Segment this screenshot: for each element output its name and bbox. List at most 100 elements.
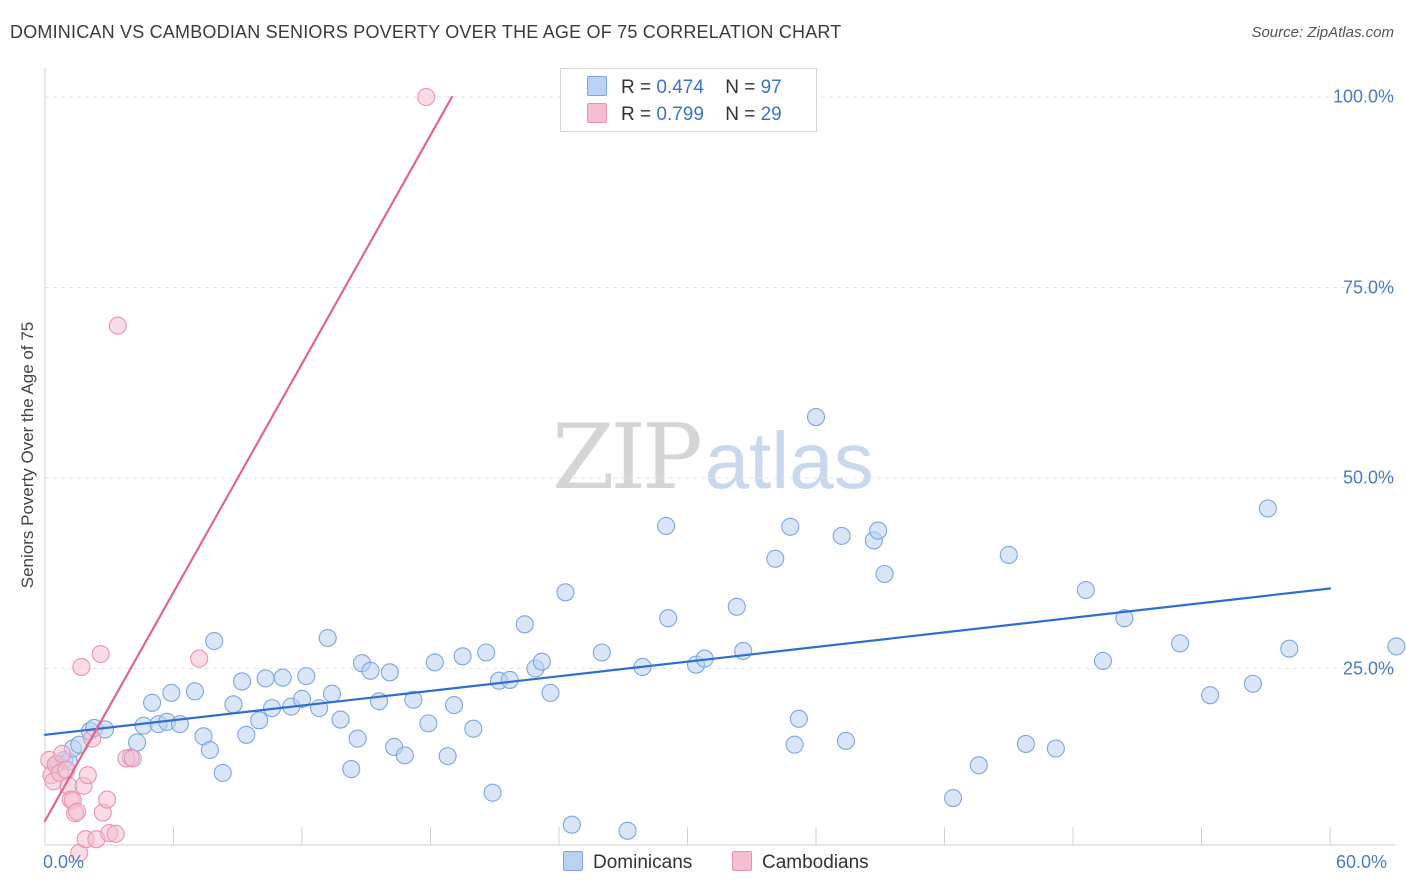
source-credit: Source: ZipAtlas.com <box>1251 24 1394 41</box>
legend-swatch-cambodians <box>587 102 607 123</box>
cambodian-point <box>106 824 125 843</box>
dominican-point <box>134 716 153 735</box>
legend-n-label: N = <box>725 104 756 125</box>
dominican-point <box>237 725 256 744</box>
trend-line-dominicans <box>43 587 1332 736</box>
dominican-point <box>1280 639 1299 658</box>
dominican-point <box>592 643 611 662</box>
legend-row-dominicans: R = 0.474 N = 97 <box>587 75 782 99</box>
dominican-point <box>657 516 676 536</box>
legend-n-label: N = <box>725 77 756 98</box>
dominican-point <box>806 407 826 427</box>
cambodian-point <box>57 760 76 779</box>
y-tick-label: 75.0% <box>1342 277 1394 297</box>
dominican-point <box>969 756 988 775</box>
dominican-point <box>562 815 581 834</box>
legend-r-value: 0.799 <box>656 104 704 125</box>
legend: R = 0.474 N = 97 R = 0.799 N = 29 <box>560 68 817 132</box>
y-tick-label: 100.0% <box>1332 86 1394 107</box>
cambodian-point <box>91 644 110 664</box>
dominican-point <box>464 719 483 738</box>
dominican-point <box>453 647 472 666</box>
dominican-point <box>766 549 785 568</box>
dominican-point <box>232 672 252 691</box>
dominican-point <box>273 668 292 687</box>
dominican-point <box>1201 686 1220 705</box>
cambodian-point <box>190 649 209 668</box>
dominican-point <box>727 597 746 616</box>
dominican-point <box>419 714 438 733</box>
dominican-point <box>297 667 316 686</box>
dominican-point <box>483 783 502 802</box>
cambodian-point <box>108 316 127 335</box>
bottom-legend-dominicans: Dominicans <box>563 850 693 874</box>
dominican-point <box>1016 734 1035 753</box>
axes <box>44 68 1395 846</box>
bottom-legend-cambodians: Cambodians <box>732 850 869 874</box>
dominican-point <box>999 545 1018 565</box>
cambodian-point <box>78 766 97 785</box>
bottom-legend-swatch-cambodians <box>732 850 752 871</box>
dominican-point <box>348 729 367 748</box>
cambodian-point <box>72 657 91 677</box>
dominican-point <box>128 733 147 752</box>
dominican-point <box>1243 674 1262 693</box>
dominican-point <box>477 643 496 662</box>
trend-lines <box>43 95 1332 823</box>
legend-swatch-dominicans <box>587 75 607 96</box>
dominican-point <box>781 517 800 536</box>
series-cambodians-points <box>40 87 436 862</box>
grid-lines <box>45 96 1395 669</box>
dominican-point <box>143 693 162 712</box>
dominican-point <box>185 682 204 701</box>
dominican-point <box>318 628 337 648</box>
dominican-point <box>200 740 219 760</box>
dominican-point <box>256 669 275 688</box>
dominican-point <box>1046 739 1065 758</box>
dominican-point <box>205 632 224 651</box>
dominican-point <box>292 689 312 709</box>
dominican-point <box>832 526 851 545</box>
dominican-point <box>944 788 963 808</box>
dominican-point <box>404 690 423 709</box>
cambodian-point <box>68 802 87 821</box>
dominican-point <box>438 747 457 766</box>
dominican-point <box>532 652 551 671</box>
dominican-point <box>322 684 342 703</box>
dominican-point <box>342 760 361 779</box>
legend-n-value: 29 <box>760 104 782 125</box>
bottom-legend-label-dominicans: Dominicans <box>593 852 693 873</box>
dominican-point <box>250 711 269 730</box>
dominican-point <box>213 763 232 782</box>
legend-n-value: 97 <box>760 77 782 98</box>
dominican-point <box>1076 580 1095 600</box>
dominican-point <box>1171 634 1190 653</box>
trend-line-cambodians <box>43 95 454 823</box>
dominican-point <box>869 521 888 540</box>
dominican-point <box>380 663 399 682</box>
cambodian-point <box>417 87 436 107</box>
dominican-point <box>445 696 464 715</box>
dominican-point <box>659 609 678 628</box>
legend-r-value: 0.474 <box>656 77 704 98</box>
dominican-point <box>789 709 808 728</box>
dominican-point <box>785 735 804 754</box>
dominican-point <box>162 683 181 702</box>
legend-row-cambodians: R = 0.799 N = 29 <box>587 102 782 126</box>
dominican-point <box>1387 637 1406 656</box>
dominican-point <box>618 821 637 840</box>
chart-title: DOMINICAN VS CAMBODIAN SENIORS POVERTY O… <box>10 22 842 42</box>
dominican-point <box>875 564 894 584</box>
dominican-point <box>395 746 414 765</box>
dominican-point <box>556 583 575 602</box>
dominican-point <box>425 653 444 672</box>
dominican-point <box>541 683 560 702</box>
dominican-point <box>836 731 856 750</box>
dominican-point <box>331 710 350 729</box>
y-tick-label: 50.0% <box>1342 467 1394 488</box>
cambodian-point <box>53 744 72 763</box>
cambodian-point <box>123 749 142 768</box>
legend-r-label: R = <box>621 77 652 98</box>
dominican-point <box>500 670 519 689</box>
